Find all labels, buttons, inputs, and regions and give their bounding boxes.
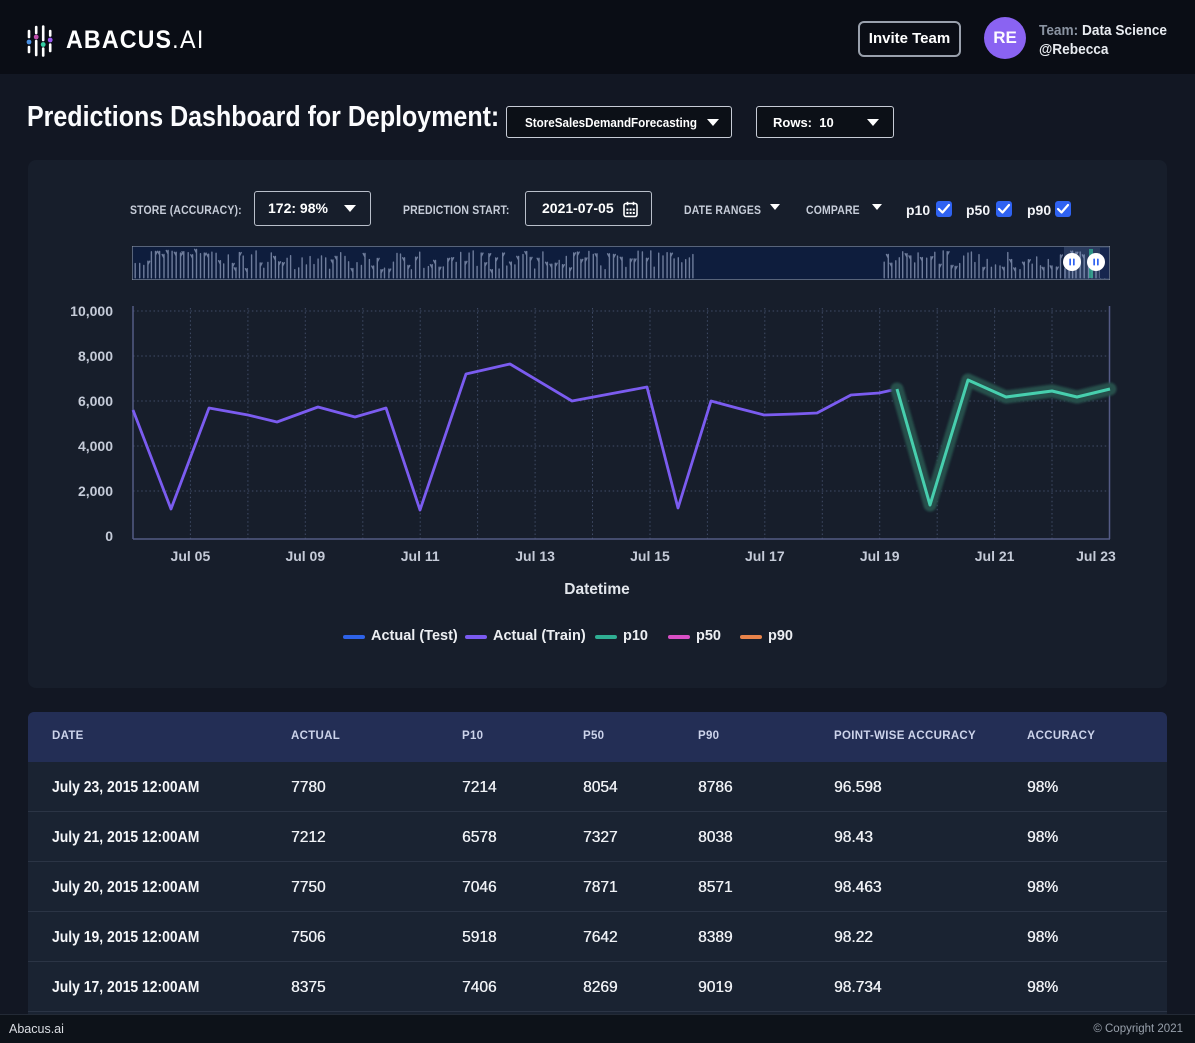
svg-text:Jul 17: Jul 17 [745, 548, 785, 564]
svg-text:2,000: 2,000 [78, 483, 113, 499]
svg-text:Jul 11: Jul 11 [401, 548, 440, 564]
svg-text:Jul 09: Jul 09 [285, 548, 325, 564]
svg-text:6,000: 6,000 [78, 393, 113, 409]
svg-text:Jul 19: Jul 19 [860, 548, 900, 564]
svg-text:Jul 23: Jul 23 [1076, 548, 1116, 564]
svg-text:Datetime: Datetime [564, 581, 630, 598]
svg-text:8,000: 8,000 [78, 348, 113, 364]
svg-text:10,000: 10,000 [70, 303, 113, 319]
svg-text:4,000: 4,000 [78, 438, 113, 454]
svg-text:Jul 13: Jul 13 [515, 548, 555, 564]
svg-text:0: 0 [105, 528, 113, 544]
svg-text:Jul 05: Jul 05 [171, 548, 211, 564]
svg-text:Jul 15: Jul 15 [630, 548, 670, 564]
svg-text:Jul 21: Jul 21 [975, 548, 1015, 564]
